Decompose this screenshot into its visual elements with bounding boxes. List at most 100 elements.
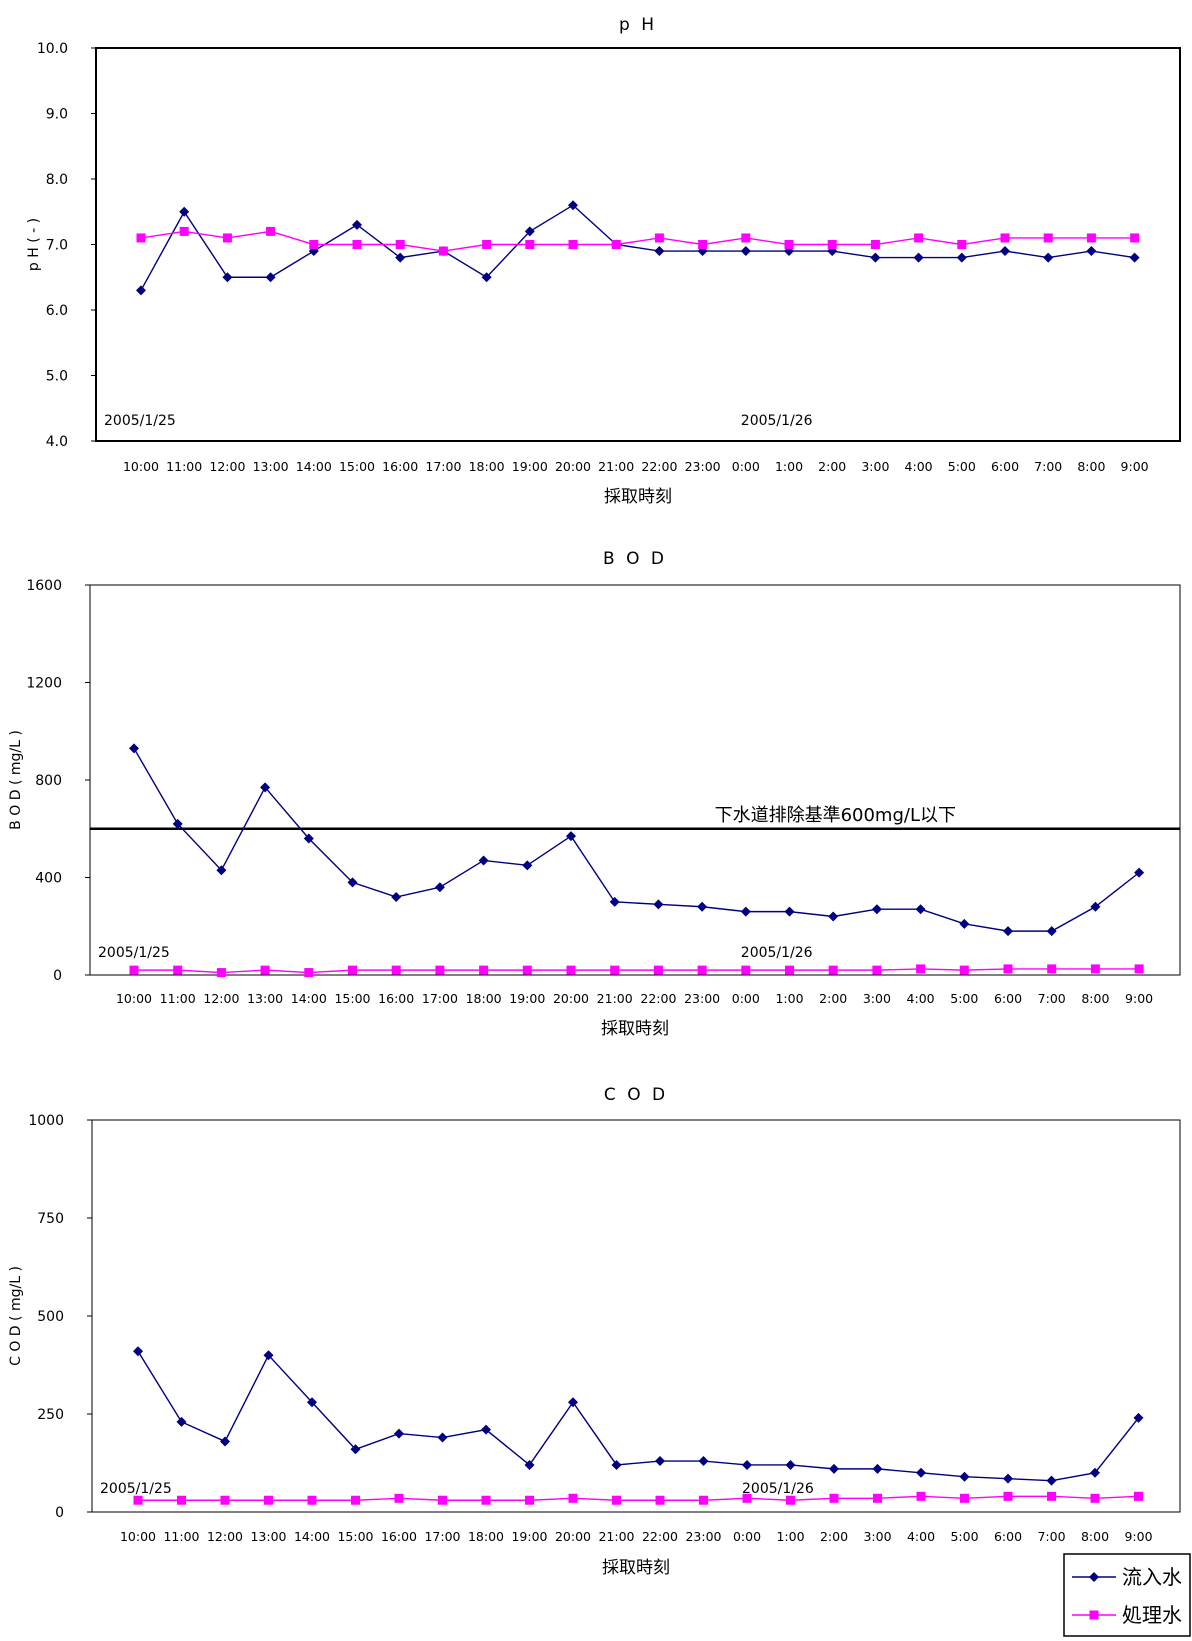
data-point <box>136 285 146 296</box>
data-point <box>829 1493 839 1503</box>
y-tick-label: 400 <box>35 871 62 887</box>
data-point <box>960 1493 969 1503</box>
x-tick-label: 7:00 <box>1038 991 1066 1006</box>
data-point <box>1047 964 1057 974</box>
series-line <box>134 968 1140 974</box>
data-point <box>479 965 489 975</box>
data-point <box>309 240 319 249</box>
y-axis-label: B O D ( mg/L ) <box>8 730 24 830</box>
data-point <box>568 240 578 249</box>
data-point <box>1043 252 1054 263</box>
data-point <box>916 1491 926 1501</box>
x-tick-label: 2:00 <box>820 1529 848 1544</box>
x-tick-label: 13:00 <box>250 1529 286 1544</box>
data-point <box>1046 926 1057 937</box>
data-point <box>524 1459 535 1470</box>
chart-1: p H 4.0 5.0 6.0 7.0 8.0 9.0 10.0 p H ( - ) 10:00 1… <box>26 15 1181 507</box>
legend-marker <box>1089 1572 1099 1582</box>
data-point <box>438 1495 447 1505</box>
series-line <box>138 1495 1139 1501</box>
x-tick-label: 2:00 <box>819 991 847 1006</box>
data-point <box>956 252 967 263</box>
series-inflow <box>133 1346 1144 1486</box>
data-point <box>220 1495 230 1505</box>
data-point <box>394 1493 404 1503</box>
data-point <box>871 904 882 915</box>
data-point <box>655 1456 665 1467</box>
data-point <box>1043 233 1053 243</box>
y-tick-label: 8.0 <box>46 172 68 188</box>
chart-title: B O D <box>603 549 667 569</box>
data-point <box>1086 246 1097 257</box>
data-point <box>216 968 226 978</box>
y-tick-label: 0 <box>53 968 62 984</box>
data-point <box>437 1432 448 1443</box>
data-point <box>522 860 533 871</box>
y-tick-label: 800 <box>35 773 62 789</box>
x-tick-label: 0:00 <box>732 459 760 474</box>
data-point <box>303 833 314 844</box>
x-tick-label: 1:00 <box>776 1529 804 1544</box>
x-tick-label: 14:00 <box>291 991 327 1006</box>
x-tick-label: 1:00 <box>775 991 803 1006</box>
data-point <box>1133 1412 1144 1423</box>
x-tick-label: 6:00 <box>994 991 1022 1006</box>
y-tick-label: 250 <box>37 1407 64 1423</box>
data-point <box>391 965 401 975</box>
x-tick-label: 22:00 <box>642 1529 678 1544</box>
data-point <box>525 240 535 249</box>
date-annotation: 2005/1/26 <box>741 945 813 961</box>
data-point <box>481 1424 491 1435</box>
x-tick-label: 19:00 <box>512 459 548 474</box>
y-tick-label: 500 <box>37 1309 64 1325</box>
x-tick-label: 4:00 <box>907 1529 935 1544</box>
data-point <box>351 1495 360 1505</box>
x-tick-label: 16:00 <box>378 991 414 1006</box>
chart-3: C O D 0 250 500 750 1000 C O D ( mg/L ) 10:00 11… <box>8 1085 1181 1578</box>
data-point <box>522 965 532 975</box>
data-point <box>1134 1491 1143 1501</box>
data-point <box>260 782 271 793</box>
y-tick-label: 7.0 <box>46 238 68 254</box>
data-point <box>784 906 795 917</box>
x-tick-label: 11:00 <box>166 459 202 474</box>
x-tick-label: 23:00 <box>685 459 721 474</box>
data-point <box>959 918 970 929</box>
data-point <box>870 252 881 263</box>
data-point <box>482 240 492 249</box>
data-point <box>913 252 924 263</box>
x-tick-label: 13:00 <box>247 991 283 1006</box>
x-tick-label: 21:00 <box>598 1529 634 1544</box>
data-point <box>611 1459 622 1470</box>
data-point <box>698 1456 709 1467</box>
x-axis-label: 採取時刻 <box>604 487 672 507</box>
data-point <box>827 240 837 249</box>
data-point <box>872 965 882 975</box>
data-point <box>434 882 445 893</box>
data-point <box>568 1493 578 1503</box>
data-point <box>222 272 233 283</box>
data-point <box>697 901 708 912</box>
x-tick-label: 0:00 <box>733 1529 761 1544</box>
data-point <box>957 240 967 249</box>
x-tick-label: 14:00 <box>296 459 332 474</box>
date-annotation: 2005/1/25 <box>104 413 176 429</box>
data-point <box>1003 1491 1013 1501</box>
x-tick-label: 20:00 <box>553 991 589 1006</box>
data-point <box>1003 1473 1013 1484</box>
data-point <box>741 965 751 975</box>
date-annotation: 2005/1/25 <box>98 945 170 961</box>
data-point <box>129 743 139 754</box>
x-tick-label: 4:00 <box>905 459 933 474</box>
legend-label: 流入水 <box>1122 1565 1182 1589</box>
data-point <box>566 831 576 842</box>
data-point <box>391 892 402 902</box>
data-point <box>698 240 708 249</box>
data-point <box>524 226 535 237</box>
x-tick-label: 11:00 <box>160 991 196 1006</box>
y-tick-label: 6.0 <box>46 303 68 319</box>
data-point <box>435 965 445 975</box>
data-point <box>525 1495 534 1505</box>
data-point <box>352 240 362 249</box>
